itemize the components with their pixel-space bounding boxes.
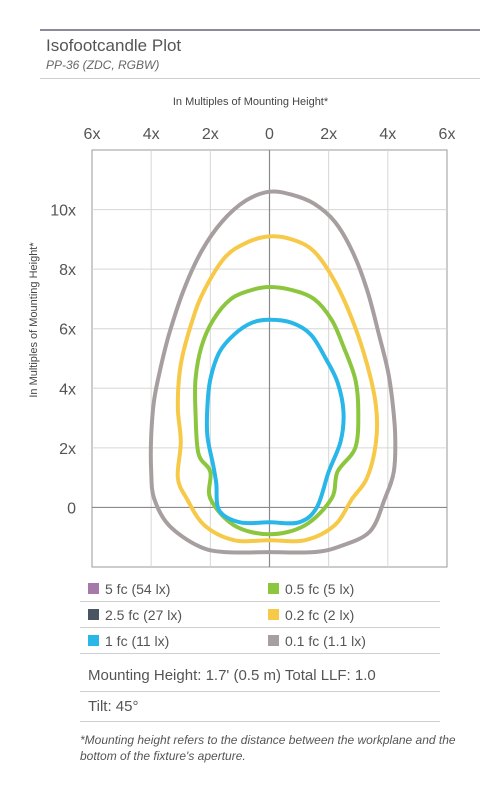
legend-item: 0.5 fc (5 lx) (260, 581, 440, 597)
legend-label: 0.2 fc (2 lx) (285, 606, 355, 623)
y-tick-label: 2x (59, 441, 76, 458)
legend-swatch (88, 609, 99, 620)
y-tick-label: 8x (59, 262, 76, 279)
isofootcandle-plot: 6x 4x 2x 0 2x 4x 6x 10x 8x 6x 4x 2x 0 (50, 126, 456, 568)
legend-item: 5 fc (54 lx) (80, 581, 260, 597)
tilt-info: Tilt: 45° (80, 694, 440, 722)
mounting-height-info: Mounting Height: 1.7' (0.5 m) Total LLF:… (80, 662, 440, 692)
legend-row: 5 fc (54 lx) 0.5 fc (5 lx) (80, 576, 440, 602)
x-tick-label: 2x (320, 126, 337, 143)
x-tick-label: 4x (143, 126, 160, 143)
legend-item: 0.1 fc (1.1 lx) (260, 633, 440, 649)
legend-label: 0.5 fc (5 lx) (285, 580, 355, 597)
legend-swatch (88, 583, 99, 594)
isoline-0-2fc (175, 234, 380, 544)
x-axis-label: In Multiples of Mounting Height* (172, 96, 329, 108)
legend-item: 1 fc (11 lx) (80, 633, 260, 649)
y-tick-label: 6x (59, 322, 76, 339)
x-tick-label: 6x (439, 126, 456, 143)
legend: 5 fc (54 lx) 0.5 fc (5 lx) 2.5 fc (27 lx… (80, 576, 440, 654)
legend-label: 0.1 fc (1.1 lx) (285, 632, 366, 649)
legend-swatch (268, 635, 279, 646)
chart-title: Isofootcandle Plot (46, 36, 182, 55)
legend-label: 5 fc (54 lx) (105, 580, 171, 597)
legend-swatch (88, 635, 99, 646)
x-tick-label: 0 (265, 126, 274, 143)
legend-label: 1 fc (11 lx) (105, 632, 170, 649)
y-tick-label: 0 (67, 500, 76, 517)
isoline-1fc (204, 317, 346, 526)
x-tick-label: 6x (84, 126, 101, 143)
header-rule (40, 29, 480, 31)
isoline-0-1fc (148, 189, 398, 555)
footnote: *Mounting height refers to the distance … (80, 733, 456, 763)
legend-row: 2.5 fc (27 lx) 0.2 fc (2 lx) (80, 602, 440, 628)
legend-swatch (268, 583, 279, 594)
legend-row: 1 fc (11 lx) 0.1 fc (1.1 lx) (80, 628, 440, 654)
chart-subtitle: PP-36 (ZDC, RGBW) (46, 58, 160, 72)
legend-item: 0.2 fc (2 lx) (260, 607, 440, 623)
x-tick-label: 2x (202, 126, 219, 143)
y-tick-label: 10x (50, 203, 76, 220)
isoline-0-5fc (192, 285, 361, 537)
x-tick-label: 4x (379, 126, 396, 143)
y-tick-label: 4x (59, 381, 76, 398)
legend-swatch (268, 609, 279, 620)
legend-item: 2.5 fc (27 lx) (80, 607, 260, 623)
subtitle-rule (40, 78, 480, 79)
legend-label: 2.5 fc (27 lx) (105, 606, 183, 623)
